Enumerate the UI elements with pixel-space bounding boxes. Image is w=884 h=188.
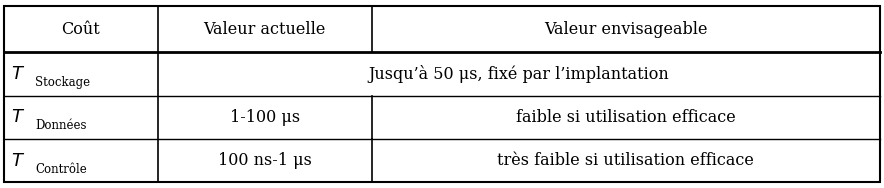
Text: $\mathit{T}$: $\mathit{T}$: [11, 108, 26, 126]
Text: $\mathit{T}$: $\mathit{T}$: [11, 65, 26, 83]
Text: très faible si utilisation efficace: très faible si utilisation efficace: [498, 152, 754, 169]
Text: Stockage: Stockage: [35, 76, 90, 89]
Text: Contrôle: Contrôle: [35, 163, 88, 176]
Text: 1-100 μs: 1-100 μs: [230, 109, 300, 126]
Text: Valeur envisageable: Valeur envisageable: [544, 20, 707, 38]
Text: faible si utilisation efficace: faible si utilisation efficace: [516, 109, 735, 126]
Text: $\mathit{T}$: $\mathit{T}$: [11, 152, 26, 170]
Text: Coût: Coût: [62, 20, 101, 38]
Text: Jusqu’à 50 μs, fixé par l’implantation: Jusqu’à 50 μs, fixé par l’implantation: [369, 65, 669, 83]
Text: Valeur actuelle: Valeur actuelle: [203, 20, 326, 38]
Text: Données: Données: [35, 119, 87, 132]
Text: 100 ns-1 μs: 100 ns-1 μs: [217, 152, 312, 169]
